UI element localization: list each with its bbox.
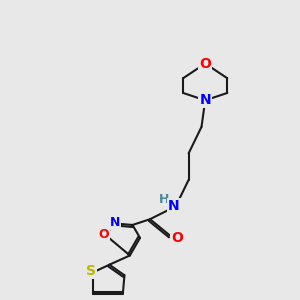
Text: S: S	[86, 264, 96, 278]
Text: O: O	[98, 228, 109, 242]
Text: O: O	[199, 56, 211, 70]
Text: N: N	[168, 199, 180, 213]
Text: N: N	[200, 93, 211, 107]
Text: N: N	[110, 216, 120, 229]
Text: O: O	[171, 231, 183, 244]
Text: H: H	[159, 193, 169, 206]
